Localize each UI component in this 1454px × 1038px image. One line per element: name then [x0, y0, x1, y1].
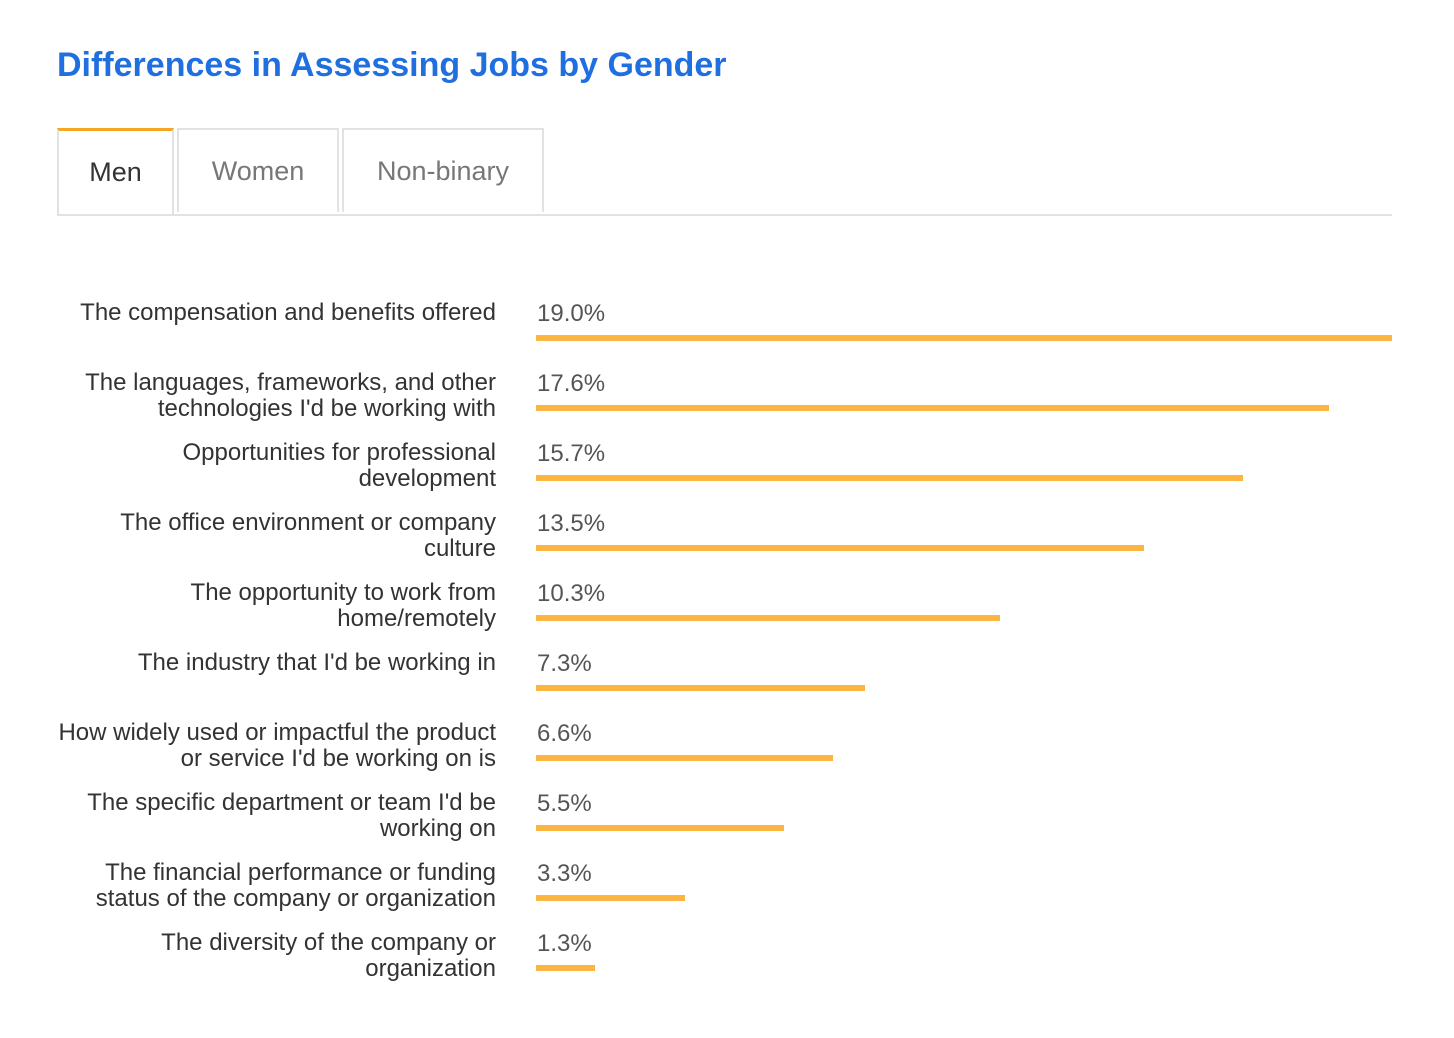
- category-label: The compensation and benefits offered: [80, 299, 496, 326]
- value-label: 15.7%: [537, 440, 606, 467]
- bar-row: The industry that I'd be working in 7.3%: [0, 650, 1454, 720]
- category-label: The diversity of the company or organiza…: [161, 929, 496, 982]
- value-label: 1.3%: [537, 930, 592, 957]
- bar: [536, 615, 1000, 621]
- bar: [536, 475, 1243, 481]
- value-label: 5.5%: [537, 790, 592, 817]
- gender-tab-bar: Men Women Non-binary: [57, 128, 1392, 216]
- bar: [536, 755, 833, 761]
- bar: [536, 825, 784, 831]
- category-label: The office environment or company cultur…: [120, 509, 496, 562]
- bar-row: The compensation and benefits offered 19.…: [0, 300, 1454, 370]
- value-label: 7.3%: [537, 650, 592, 677]
- bar: [536, 965, 595, 971]
- bar-row: The diversity of the company or organiza…: [0, 930, 1454, 1000]
- tab-men[interactable]: Men: [57, 128, 174, 214]
- bar-row: The languages, frameworks, and other tec…: [0, 370, 1454, 440]
- value-label: 6.6%: [537, 720, 592, 747]
- bar-row: The financial performance or funding sta…: [0, 860, 1454, 930]
- bar: [536, 335, 1392, 341]
- bar: [536, 895, 685, 901]
- bar: [536, 545, 1144, 551]
- category-label: The industry that I'd be working in: [137, 649, 496, 676]
- chart-title: Differences in Assessing Jobs by Gender: [57, 46, 727, 84]
- category-label: How widely used or impactful the product…: [58, 719, 496, 772]
- bar: [536, 685, 865, 691]
- category-label: The languages, frameworks, and other tec…: [85, 369, 496, 422]
- bar-row: How widely used or impactful the product…: [0, 720, 1454, 790]
- bar: [536, 405, 1329, 411]
- bar-row: The opportunity to work from home/remote…: [0, 580, 1454, 650]
- value-label: 17.6%: [537, 370, 606, 397]
- value-label: 10.3%: [537, 580, 606, 607]
- bar-row: The specific department or team I'd be w…: [0, 790, 1454, 860]
- value-label: 19.0%: [537, 300, 606, 327]
- category-label: The specific department or team I'd be w…: [87, 789, 496, 842]
- category-label: The opportunity to work from home/remote…: [190, 579, 496, 632]
- tab-non-binary[interactable]: Non-binary: [342, 128, 544, 212]
- tab-women[interactable]: Women: [177, 128, 339, 212]
- value-label: 3.3%: [537, 860, 592, 887]
- bar-row: The office environment or company cultur…: [0, 510, 1454, 580]
- bar-row: Opportunities for professional developme…: [0, 440, 1454, 510]
- category-label: Opportunities for professional developme…: [182, 439, 497, 492]
- value-label: 13.5%: [537, 510, 606, 537]
- category-label: The financial performance or funding sta…: [95, 859, 496, 912]
